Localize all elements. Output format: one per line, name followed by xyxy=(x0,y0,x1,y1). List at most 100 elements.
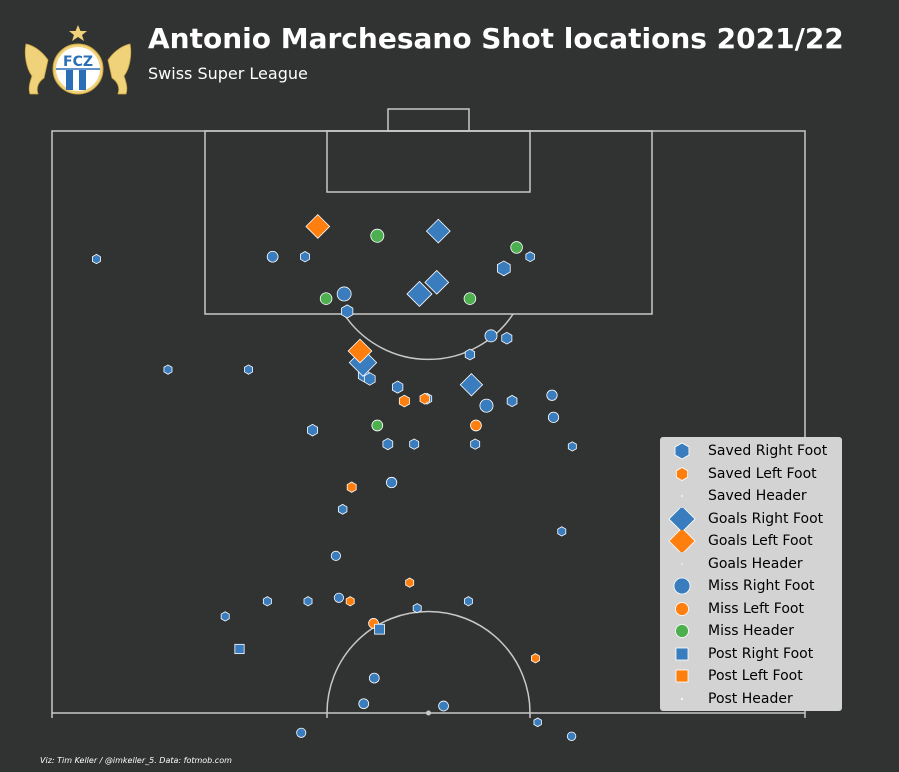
legend-marker xyxy=(660,688,704,710)
shot-marker-saved-9 xyxy=(382,437,394,451)
legend-marker xyxy=(660,665,704,687)
shot-marker-miss-46 xyxy=(547,411,560,423)
legend-item: Post Right Foot xyxy=(660,643,842,666)
legend-marker-shape xyxy=(675,669,689,683)
shot-marker-miss-52 xyxy=(296,727,307,738)
shot-marker-goals-40 xyxy=(347,338,373,364)
legend-item: Goals Header xyxy=(660,553,842,576)
legend-item: Goals Right Foot xyxy=(660,507,842,531)
legend-label: Saved Header xyxy=(708,488,807,505)
legend-marker-shape xyxy=(668,507,696,530)
legend-marker-shape xyxy=(668,530,696,553)
shot-marker-saved-1 xyxy=(92,253,101,265)
shot-marker-miss-45 xyxy=(546,389,558,401)
goal xyxy=(387,108,470,132)
shot-marker-saved-10 xyxy=(391,380,404,394)
shot-marker-goals-38 xyxy=(459,373,484,397)
legend-item: Miss Left Foot xyxy=(660,598,842,621)
shot-marker-miss-61 xyxy=(510,241,523,254)
crest-text: FCZ xyxy=(63,54,93,70)
legend-marker-shape xyxy=(681,562,683,565)
shot-marker-goals-39 xyxy=(305,214,331,239)
shot-marker-saved-29 xyxy=(398,394,410,408)
legend-marker-shape xyxy=(675,624,689,639)
legend-label: Saved Left Foot xyxy=(708,465,817,482)
shot-marker-saved-27 xyxy=(220,611,230,622)
legend-marker-shape xyxy=(681,697,683,700)
legend-label: Saved Right Foot xyxy=(708,443,828,460)
shot-marker-miss-55 xyxy=(330,550,341,561)
legend-marker xyxy=(660,485,704,507)
legend-item: Goals Left Foot xyxy=(660,530,842,553)
chart-title: Antonio Marchesano Shot locations 2021/2… xyxy=(148,22,844,55)
shot-marker-saved-2 xyxy=(163,364,173,375)
shot-marker-saved-17 xyxy=(470,438,481,450)
shot-marker-saved-13 xyxy=(464,348,476,361)
legend-item: Post Header xyxy=(660,688,842,711)
credit-text: Viz: Tim Keller / @imkeller_5. Data: fot… xyxy=(40,756,232,765)
penalty-area xyxy=(204,130,653,315)
legend-label: Post Header xyxy=(708,690,793,707)
shot-marker-post-63 xyxy=(374,623,385,635)
legend-item: Saved Right Foot xyxy=(660,440,842,463)
legend-marker-shape xyxy=(675,601,689,616)
legend-label: Goals Header xyxy=(708,555,803,572)
legend-marker xyxy=(660,620,704,642)
shot-marker-miss-50 xyxy=(358,698,370,710)
legend-marker xyxy=(660,440,704,462)
shot-marker-saved-4 xyxy=(300,251,310,263)
shot-marker-saved-28 xyxy=(346,481,357,493)
legend-label: Post Left Foot xyxy=(708,668,803,685)
shot-marker-miss-62 xyxy=(371,419,384,432)
shot-marker-goals-36 xyxy=(406,280,433,308)
shot-marker-miss-51 xyxy=(438,700,449,712)
shot-marker-goals-34 xyxy=(425,218,451,244)
legend-marker xyxy=(660,643,704,665)
shot-marker-saved-22 xyxy=(303,596,313,607)
club-crest-logo: FCZ xyxy=(24,25,132,95)
legend-label: Post Right Foot xyxy=(708,645,814,662)
legend-marker xyxy=(660,507,704,530)
legend-marker xyxy=(660,598,704,620)
shot-marker-saved-31 xyxy=(345,596,355,607)
shot-marker-miss-44 xyxy=(484,329,498,343)
legend-item: Saved Header xyxy=(660,485,842,508)
shot-marker-saved-16 xyxy=(506,394,518,408)
legend-label: Goals Right Foot xyxy=(708,510,824,527)
shot-marker-miss-47 xyxy=(385,476,398,489)
shot-marker-saved-8 xyxy=(363,372,376,386)
shot-marker-saved-30 xyxy=(419,392,430,405)
shot-marker-saved-18 xyxy=(409,438,420,450)
shot-marker-saved-3 xyxy=(244,364,253,375)
shot-marker-post-64 xyxy=(234,643,245,655)
legend-item: Miss Right Foot xyxy=(660,575,842,598)
shot-marker-saved-21 xyxy=(557,526,567,537)
shot-marker-saved-12 xyxy=(496,260,511,277)
legend-label: Miss Right Foot xyxy=(708,578,815,595)
legend-item: Saved Left Foot xyxy=(660,463,842,486)
shot-marker-miss-49 xyxy=(368,672,380,684)
chart-subtitle: Swiss Super League xyxy=(148,64,308,83)
shot-marker-saved-15 xyxy=(525,251,535,263)
legend-marker-shape xyxy=(675,647,689,661)
shot-marker-saved-19 xyxy=(567,441,577,452)
legend-marker xyxy=(660,463,704,485)
legend-marker xyxy=(660,553,704,575)
shot-marker-miss-59 xyxy=(319,292,333,305)
centre-spot xyxy=(426,710,431,716)
shot-marker-saved-33 xyxy=(530,653,540,664)
shot-marker-goals-35 xyxy=(424,269,450,295)
legend-marker xyxy=(660,575,704,597)
legend-marker-shape xyxy=(673,577,691,595)
shot-marker-miss-60 xyxy=(463,292,477,305)
shot-marker-miss-41 xyxy=(266,250,279,263)
legend-marker-shape xyxy=(675,466,689,481)
shot-marker-saved-20 xyxy=(337,503,348,515)
shot-marker-miss-43 xyxy=(479,398,494,413)
shot-marker-saved-14 xyxy=(501,331,513,345)
legend-marker-shape xyxy=(681,495,683,498)
shot-marker-saved-6 xyxy=(341,304,354,319)
legend: Saved Right Foot Saved Left Foot Saved Hea… xyxy=(660,437,842,711)
legend-marker-shape xyxy=(674,442,690,460)
